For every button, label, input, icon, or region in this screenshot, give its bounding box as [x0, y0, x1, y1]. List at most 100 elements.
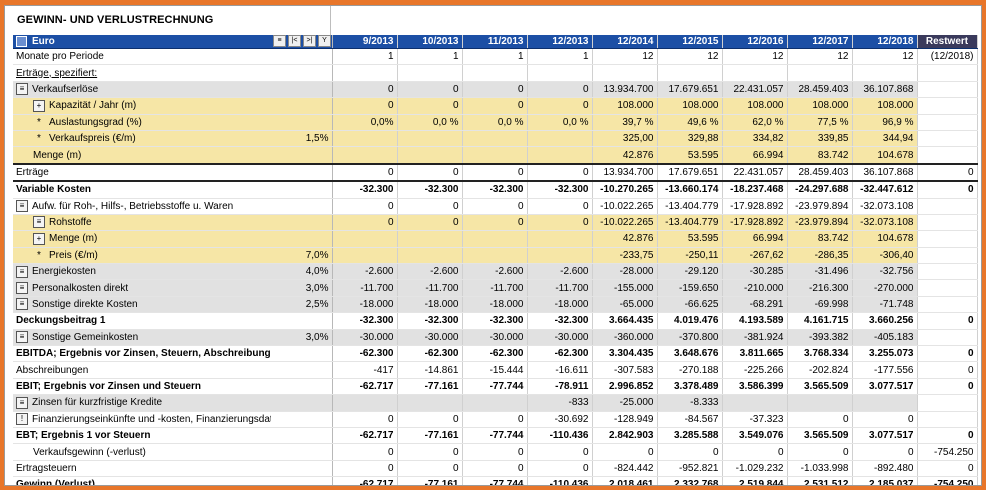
row-label-cell[interactable]: Menge (m)	[13, 146, 271, 165]
value-cell[interactable]: 0	[332, 162, 398, 183]
value-cell[interactable]: 13.934.700	[592, 162, 658, 183]
value-cell[interactable]: 12	[722, 48, 788, 66]
value-cell[interactable]: -32.756	[852, 263, 918, 281]
value-cell[interactable]	[462, 247, 528, 265]
row-rate[interactable]: 4,0%	[271, 263, 333, 281]
value-cell[interactable]: 42.876	[592, 230, 658, 248]
plus-icon[interactable]: +	[33, 99, 45, 112]
row-label-cell[interactable]: ≡ Verkaufserlöse	[13, 81, 271, 99]
restwert-cell[interactable]	[917, 130, 978, 148]
value-cell[interactable]: -30.000	[332, 329, 398, 347]
value-cell[interactable]: -1.033.998	[787, 460, 853, 478]
value-cell[interactable]: 4.161.715	[787, 312, 853, 330]
value-cell[interactable]	[332, 230, 398, 248]
value-cell[interactable]: -381.924	[722, 329, 788, 347]
value-cell[interactable]	[527, 230, 593, 248]
value-cell[interactable]: -30.285	[722, 263, 788, 281]
restwert-cell[interactable]	[917, 97, 978, 115]
value-cell[interactable]: 325,00	[592, 130, 658, 148]
value-cell[interactable]: -62.300	[462, 345, 528, 363]
value-cell[interactable]: -250,11	[657, 247, 723, 265]
row-rate[interactable]	[271, 214, 333, 232]
value-cell[interactable]: 3.549.076	[722, 426, 788, 445]
restwert-cell[interactable]	[917, 329, 978, 347]
value-cell[interactable]: 0	[397, 162, 463, 183]
value-cell[interactable]: 0	[332, 198, 398, 215]
value-cell[interactable]: 0	[397, 214, 463, 232]
restwert-cell[interactable]	[917, 114, 978, 131]
period-header-0[interactable]: 9/2013	[332, 35, 398, 49]
value-cell[interactable]: -18.000	[397, 296, 463, 314]
row-label-cell[interactable]: * Verkaufspreis (€/m)	[13, 130, 271, 148]
value-cell[interactable]: -952.821	[657, 460, 723, 478]
plus-icon[interactable]: +	[33, 232, 45, 245]
value-cell[interactable]: 66.994	[722, 146, 788, 165]
value-cell[interactable]: 13.934.700	[592, 81, 658, 99]
value-cell[interactable]: -15.444	[462, 361, 528, 379]
value-cell[interactable]: 0	[527, 443, 593, 461]
row-rate[interactable]: 3,0%	[271, 279, 333, 297]
value-cell[interactable]: -210.000	[722, 279, 788, 297]
value-cell[interactable]: -16.611	[527, 361, 593, 379]
value-cell[interactable]	[722, 64, 788, 82]
row-label-cell[interactable]: ≡ Energiekosten	[13, 263, 271, 281]
value-cell[interactable]: -11.700	[462, 279, 528, 297]
value-cell[interactable]: -18.000	[527, 296, 593, 314]
value-cell[interactable]: -77.744	[462, 377, 528, 396]
row-rate[interactable]	[271, 198, 333, 215]
row-label-cell[interactable]: Monate pro Periode	[13, 48, 271, 66]
value-cell[interactable]: 2.996.852	[592, 377, 658, 396]
value-cell[interactable]	[527, 146, 593, 165]
value-cell[interactable]: 0	[462, 214, 528, 232]
value-cell[interactable]: 0	[397, 81, 463, 99]
row-label-cell[interactable]: EBIT; Ergebnis vor Zinsen und Steuern	[13, 377, 271, 396]
value-cell[interactable]: 0	[657, 443, 723, 461]
value-cell[interactable]	[787, 64, 853, 82]
value-cell[interactable]: -18.000	[332, 296, 398, 314]
value-cell[interactable]: 0	[462, 443, 528, 461]
value-cell[interactable]: 0	[397, 460, 463, 478]
value-cell[interactable]: -393.382	[787, 329, 853, 347]
row-rate[interactable]	[271, 162, 333, 183]
value-cell[interactable]: -14.861	[397, 361, 463, 379]
value-cell[interactable]	[332, 130, 398, 148]
row-rate[interactable]: 3,0%	[271, 329, 333, 347]
row-label-cell[interactable]: ≡ Sonstige direkte Kosten	[13, 296, 271, 314]
value-cell[interactable]: 0	[787, 411, 853, 428]
value-cell[interactable]	[852, 64, 918, 82]
value-cell[interactable]	[397, 64, 463, 82]
value-cell[interactable]	[527, 247, 593, 265]
value-cell[interactable]: -77.744	[462, 426, 528, 445]
value-cell[interactable]: 1	[462, 48, 528, 66]
value-cell[interactable]: 0,0 %	[527, 114, 593, 131]
row-rate[interactable]: 1,5%	[271, 130, 333, 148]
value-cell[interactable]: 0	[462, 411, 528, 428]
value-cell[interactable]: 108.000	[722, 97, 788, 115]
value-cell[interactable]: -306,40	[852, 247, 918, 265]
value-cell[interactable]: -62.300	[397, 345, 463, 363]
value-cell[interactable]: 3.304.435	[592, 345, 658, 363]
value-cell[interactable]: -23.979.894	[787, 198, 853, 215]
value-cell[interactable]	[462, 130, 528, 148]
period-header-6[interactable]: 12/2016	[722, 35, 788, 49]
value-cell[interactable]: -30.000	[527, 329, 593, 347]
value-cell[interactable]: -155.000	[592, 279, 658, 297]
value-cell[interactable]: 3.378.489	[657, 377, 723, 396]
value-cell[interactable]: 2.332.768	[657, 476, 723, 485]
value-cell[interactable]: 0	[592, 443, 658, 461]
value-cell[interactable]: 0	[332, 214, 398, 232]
value-cell[interactable]: 0	[397, 411, 463, 428]
value-cell[interactable]: 17.679.651	[657, 81, 723, 99]
value-cell[interactable]: 3.648.676	[657, 345, 723, 363]
value-cell[interactable]: 108.000	[657, 97, 723, 115]
value-cell[interactable]: 334,82	[722, 130, 788, 148]
expand-list-icon[interactable]: ≡	[16, 396, 28, 409]
row-rate[interactable]	[271, 181, 333, 199]
value-cell[interactable]: 3.255.073	[852, 345, 918, 363]
value-cell[interactable]	[462, 394, 528, 412]
value-cell[interactable]: -18.000	[462, 296, 528, 314]
value-cell[interactable]: -110.436	[527, 476, 593, 485]
value-cell[interactable]: -17.928.892	[722, 198, 788, 215]
row-label-cell[interactable]: * Auslastungsgrad (%)	[13, 114, 271, 131]
value-cell[interactable]: -30.692	[527, 411, 593, 428]
